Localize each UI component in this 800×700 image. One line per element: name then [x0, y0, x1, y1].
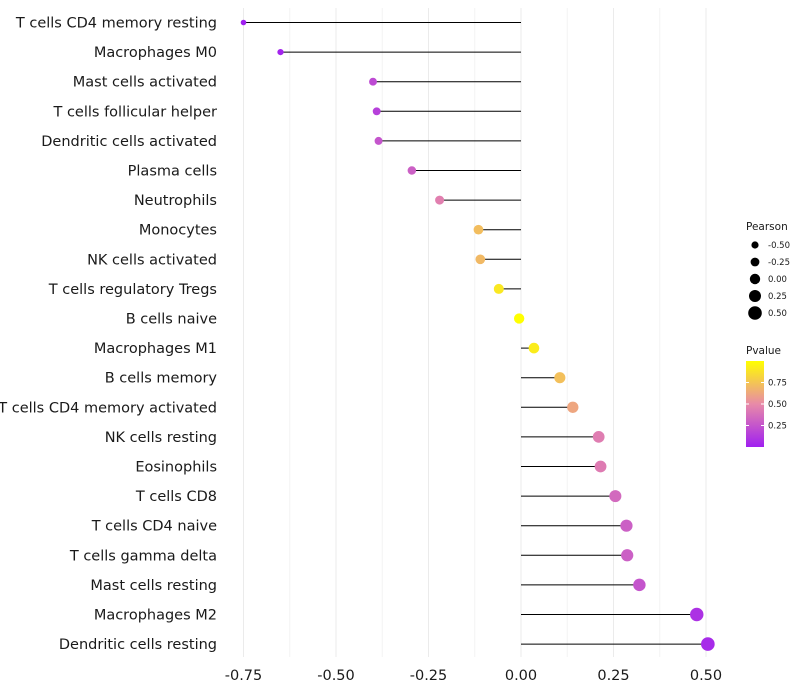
lollipop-point	[690, 607, 704, 622]
size-legend-key	[749, 273, 761, 285]
colorbar-label: 0.50	[768, 400, 787, 410]
lollipop-point	[609, 490, 622, 503]
x-tick-label: -0.50	[317, 668, 355, 684]
category-label: B cells memory	[105, 371, 218, 387]
lollipop-point	[374, 136, 383, 145]
lollipop-point	[701, 637, 715, 651]
colorbar-label: 0.75	[768, 379, 787, 389]
x-axis-ticks: -0.75 -0.50 -0.25 0.00 0.25 0.50	[225, 668, 722, 684]
category-label: Macrophages M0	[94, 45, 217, 61]
lollipop-point	[621, 549, 634, 562]
lollipop-point	[277, 48, 284, 56]
colorbar-label: 0.25	[768, 422, 787, 432]
x-tick-label: 0.25	[597, 668, 629, 684]
lollipop-point	[435, 195, 445, 205]
color-legend: Pvalue 0.75 0.50 0.25	[746, 345, 787, 447]
category-label: T cells CD8	[135, 489, 217, 505]
category-label: Eosinophils	[135, 460, 217, 476]
lollipop-point	[493, 283, 504, 294]
category-label: Dendritic cells resting	[59, 637, 217, 653]
size-legend-label: -0.50	[768, 241, 790, 251]
lollipop-point	[407, 166, 417, 175]
x-tick-label: -0.75	[225, 668, 263, 684]
x-tick-label: -0.25	[410, 668, 448, 684]
category-label: Mast cells activated	[73, 75, 217, 91]
category-label: NK cells activated	[87, 252, 217, 268]
lollipop-point	[592, 431, 605, 443]
category-label: T cells CD4 naive	[91, 519, 217, 535]
lollipop-point	[528, 342, 540, 354]
lollipop-point	[567, 401, 579, 413]
size-legend-key	[748, 306, 762, 320]
color-legend-title: Pvalue	[746, 345, 781, 357]
size-legend-key	[751, 241, 759, 249]
lollipop-point	[633, 578, 646, 592]
lollipop-point	[475, 254, 486, 265]
category-label: Monocytes	[139, 223, 217, 239]
pvalue-colorbar	[746, 361, 764, 447]
lollipop-stems	[243, 22, 708, 645]
category-label: Mast cells resting	[90, 578, 217, 594]
size-legend: Pearson -0.50 -0.25 0.00 0.25 0.50	[746, 221, 790, 320]
category-label: Macrophages M2	[94, 608, 217, 624]
size-legend-title: Pearson	[746, 221, 788, 233]
lollipop-point	[594, 460, 607, 473]
category-labels: T cells CD4 memory resting Macrophages M0…	[0, 16, 217, 654]
x-tick-label: 0.50	[690, 668, 722, 684]
lollipop-point	[513, 313, 525, 324]
size-legend-label: 0.00	[768, 275, 787, 285]
lollipop-point	[240, 19, 247, 26]
category-label: T cells CD4 memory resting	[15, 16, 217, 32]
category-label: NK cells resting	[105, 430, 217, 446]
lollipop-point	[473, 224, 484, 235]
lollipop-point	[372, 107, 381, 116]
lollipop-points	[240, 19, 715, 651]
category-label: T cells gamma delta	[69, 548, 217, 564]
size-legend-label: 0.50	[768, 309, 787, 319]
size-legend-key	[749, 290, 761, 302]
category-label: T cells follicular helper	[52, 104, 217, 120]
x-tick-label: 0.00	[505, 668, 537, 684]
lollipop-point	[554, 372, 566, 384]
category-label: T cells CD4 memory activated	[0, 400, 217, 416]
category-label: Macrophages M1	[94, 341, 217, 357]
category-label: Neutrophils	[134, 193, 217, 209]
size-legend-key	[750, 257, 760, 267]
category-label: Dendritic cells activated	[41, 134, 217, 150]
size-legend-label: 0.25	[768, 292, 787, 302]
category-label: Plasma cells	[128, 164, 217, 180]
category-label: T cells regulatory Tregs	[48, 282, 217, 298]
size-legend-label: -0.25	[768, 258, 790, 268]
lollipop-point	[369, 77, 377, 86]
lollipop-point	[620, 519, 633, 532]
grid-lines	[243, 8, 707, 657]
category-label: B cells naive	[126, 312, 217, 328]
